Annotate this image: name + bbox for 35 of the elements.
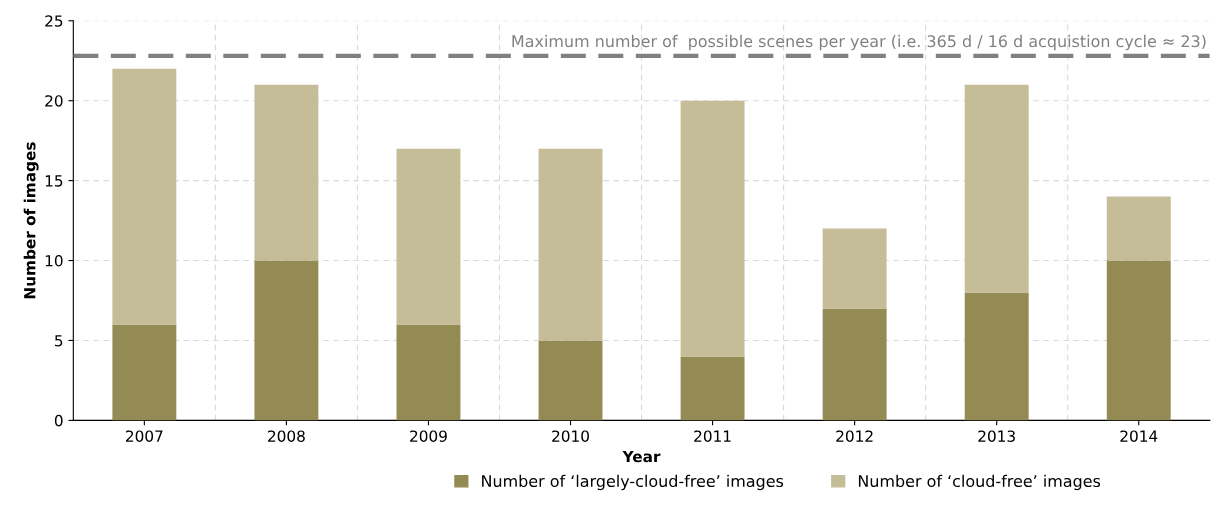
y-tick-label: 0 xyxy=(54,414,63,427)
legend-label: Number of ‘cloud-free’ images xyxy=(858,474,1101,491)
bar xyxy=(822,308,887,421)
bar xyxy=(396,324,461,421)
x-tick-label: 2008 xyxy=(268,430,305,442)
bar xyxy=(538,340,603,421)
x-tick-label: 2007 xyxy=(126,430,163,442)
bar xyxy=(112,68,177,325)
x-axis-title: Year xyxy=(622,450,661,463)
bar xyxy=(396,148,461,325)
bar xyxy=(680,100,745,357)
y-axis-title: Number of images xyxy=(23,142,39,299)
x-tick-label: 2010 xyxy=(552,430,589,442)
y-tick-label: 20 xyxy=(45,95,63,107)
x-tick-label: 2014 xyxy=(1120,430,1158,442)
ref-line-label: Maximum number of possible scenes per year (i.e. 365 d / 16 d acquistion cycle ≈ 23) xyxy=(512,34,1206,51)
y-tick-label: 10 xyxy=(45,255,63,267)
bar xyxy=(964,84,1029,293)
legend-label: Number of ‘largely-cloud-free’ images xyxy=(482,474,784,491)
x-tick-label: 2009 xyxy=(410,430,447,442)
bar xyxy=(254,260,319,421)
x-tick-label: 2013 xyxy=(978,430,1015,442)
y-tick-label: 15 xyxy=(45,175,63,187)
bar xyxy=(112,324,177,421)
bar xyxy=(964,292,1029,421)
bar xyxy=(538,148,603,341)
y-tick-label: 5 xyxy=(55,335,63,347)
y-tick-label: 25 xyxy=(45,15,63,27)
bar xyxy=(680,356,745,421)
bar xyxy=(254,84,319,261)
bar xyxy=(1106,260,1171,421)
x-tick-label: 2012 xyxy=(836,430,873,442)
bar xyxy=(822,228,887,309)
x-tick-label: 2011 xyxy=(694,430,731,442)
bar xyxy=(1106,196,1171,261)
